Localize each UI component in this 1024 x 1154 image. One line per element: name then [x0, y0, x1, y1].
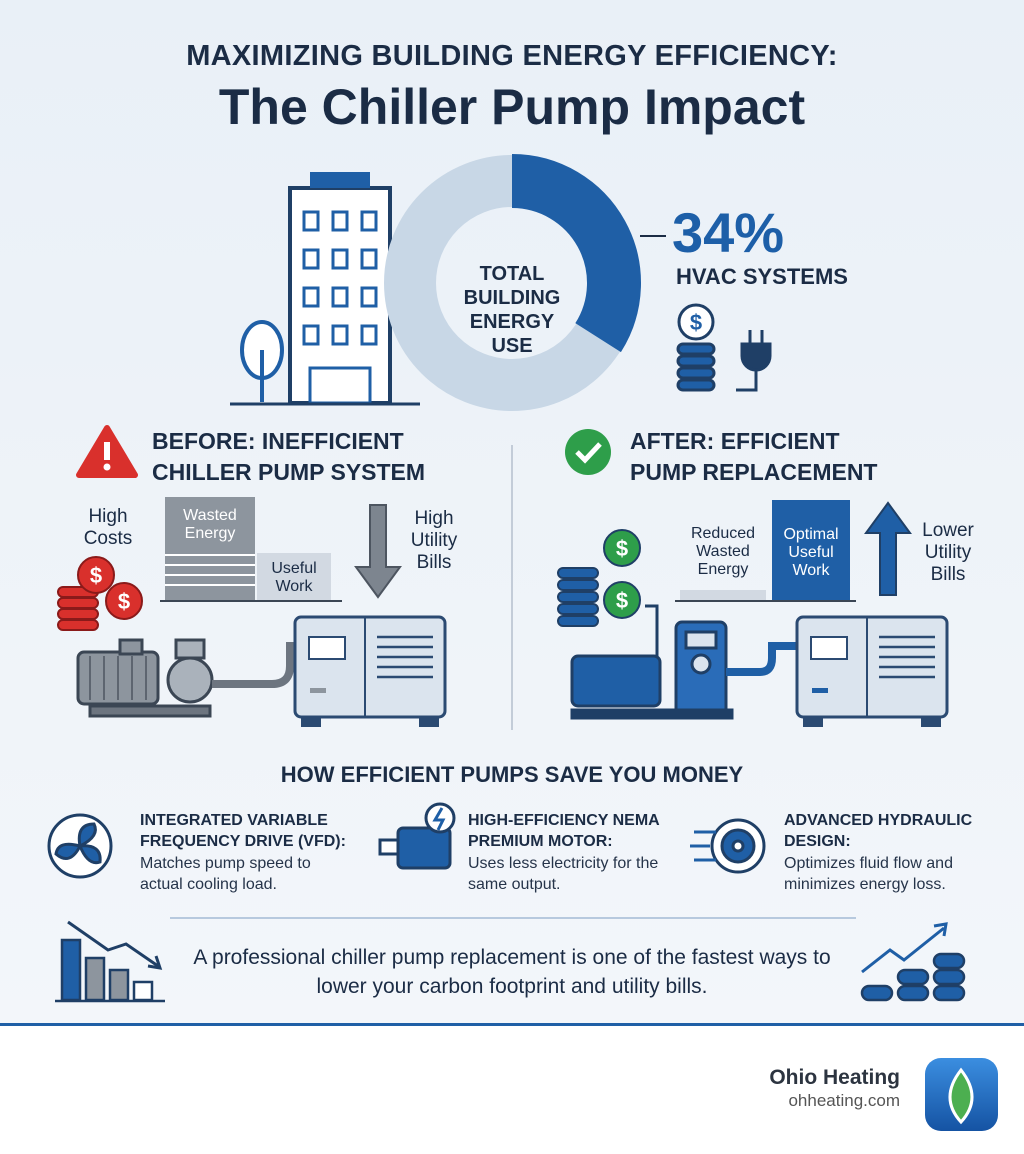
item-title: HIGH-EFFICIENCY NEMA PREMIUM MOTOR:: [468, 812, 660, 850]
new-pump: [570, 604, 796, 720]
item-text: Matches pump speed to actual cooling loa…: [140, 855, 311, 893]
coins-plug-icon: $: [676, 303, 772, 392]
red-coins: $ $: [57, 556, 143, 631]
new-chiller: [795, 615, 949, 729]
optimal-useful-label: Optimal Useful Work: [783, 526, 839, 579]
reduced-wasted-label: Reduced Wasted Energy: [690, 525, 756, 578]
chiller-indicator: [310, 688, 326, 693]
conclusion: A professional chiller pump replacement …: [193, 946, 831, 998]
item-title: ADVANCED HYDRAULIC DESIGN:: [784, 812, 973, 850]
donut-share-arc: [511, 154, 641, 353]
savings-title: HOW EFFICIENT PUMPS SAVE YOU MONEY: [280, 762, 744, 787]
share-caption: HVAC SYSTEMS: [676, 264, 848, 289]
before-bars: [160, 497, 402, 602]
before-title: BEFORE: INEFFICIENT CHILLER PUMP SYSTEM: [152, 428, 426, 485]
svg-text:$: $: [616, 536, 628, 561]
chiller-indicator: [812, 688, 828, 693]
bills-label: High Utility Bills: [410, 508, 458, 573]
share-label: 34%: [672, 201, 785, 264]
svg-text:$: $: [90, 563, 102, 588]
old-pump: [76, 638, 300, 718]
wasted-label: Wasted Energy: [183, 507, 237, 542]
falling-chart-icon: [55, 920, 165, 1003]
item-text: Optimizes fluid flow and minimizes energ…: [784, 855, 953, 893]
main-title: The Chiller Pump Impact: [218, 79, 806, 135]
brand: Ohio Heating: [769, 1066, 900, 1089]
kicker: MAXIMIZING BUILDING ENERGY EFFICIENCY:: [186, 40, 838, 72]
item-text: Uses less electricity for the same outpu…: [468, 855, 659, 893]
hydraulic-icon: [690, 818, 766, 874]
donut-center-label: TOTAL BUILDING ENERGY USE: [463, 263, 561, 357]
footer-rule: [0, 1023, 1024, 1026]
building-illustration: [230, 172, 420, 406]
green-coins: $ $: [557, 529, 641, 627]
rising-coins-icon: [860, 922, 966, 1002]
check-icon: [565, 429, 611, 475]
item-title: INTEGRATED VARIABLE FREQUENCY DRIVE (VFD…: [140, 812, 346, 850]
after-title: AFTER: EFFICIENT PUMP REPLACEMENT: [630, 428, 878, 485]
old-chiller: [293, 615, 447, 729]
url: ohheating.com: [788, 1091, 900, 1110]
lower-bills-label: Lower Utility Bills: [922, 520, 974, 585]
useful-label: Useful Work: [271, 560, 317, 595]
svg-text:$: $: [118, 589, 130, 614]
costs-label: High Costs: [83, 506, 133, 549]
fan-icon: [47, 813, 113, 879]
donut: [384, 154, 666, 411]
svg-text:$: $: [690, 310, 702, 335]
after-bars: [675, 500, 912, 602]
warning-icon: [76, 425, 138, 478]
motor-icon: [378, 802, 456, 870]
logo: [925, 1058, 998, 1131]
svg-text:$: $: [616, 588, 628, 613]
